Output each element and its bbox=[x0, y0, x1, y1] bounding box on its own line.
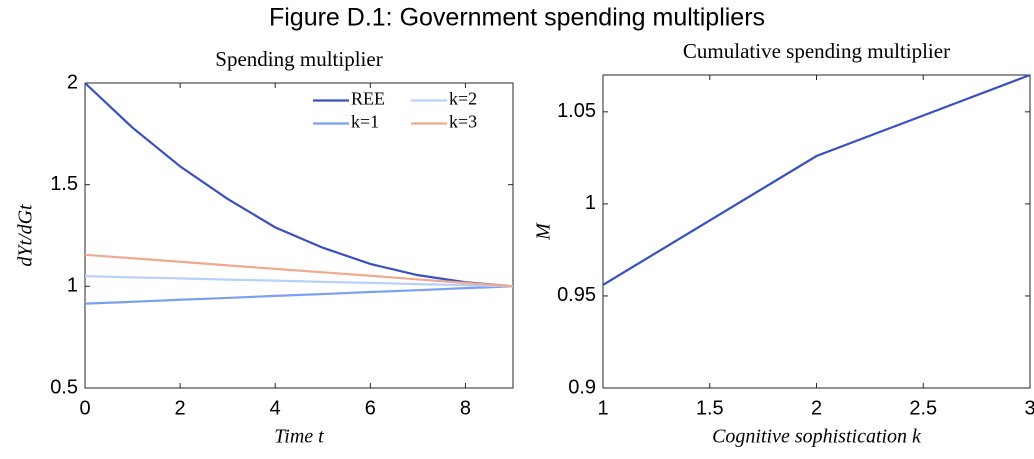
series-line bbox=[84, 275, 514, 288]
axes: Spending multiplier Time t dYt/dGt 0 2 4 6 8 0.5… bbox=[15, 47, 514, 448]
axes-title: Spending multiplier bbox=[215, 47, 382, 71]
x-axis-label: Time t bbox=[274, 426, 324, 448]
x-axis-label: Cognitive sophistication k bbox=[712, 426, 922, 448]
x-tick-label: 2.5 bbox=[909, 397, 937, 419]
y-tick-label: 0.9 bbox=[568, 376, 596, 398]
axes: Cumulative spending multiplier Cognitive … bbox=[533, 39, 1034, 448]
x-tick-label: 6 bbox=[365, 397, 376, 419]
legend-label: k=3 bbox=[449, 112, 477, 132]
x-tick-label: 2 bbox=[175, 397, 186, 419]
series-line bbox=[84, 82, 514, 288]
legend-label: k=1 bbox=[351, 112, 379, 132]
x-tick-label: 8 bbox=[460, 397, 471, 419]
y-tick-label: 1 bbox=[585, 192, 596, 214]
series-line bbox=[602, 73, 1031, 286]
y-axis-label: dYt/dGt bbox=[15, 204, 37, 267]
x-tick-label: 0 bbox=[79, 397, 90, 419]
y-tick-label: 1 bbox=[67, 275, 78, 297]
x-tick-label: 3 bbox=[1024, 397, 1034, 419]
axes-frame bbox=[84, 82, 514, 389]
y-tick-label: 2 bbox=[67, 71, 78, 93]
legend: REE k=1 k=2 k=3 bbox=[313, 89, 477, 132]
y-tick-label: 1.05 bbox=[557, 100, 596, 122]
series-line bbox=[84, 285, 514, 305]
figure-title: Figure D.1: Government spending multipli… bbox=[269, 4, 765, 32]
y-tick-label: 1.5 bbox=[50, 173, 78, 195]
legend-label: k=2 bbox=[449, 89, 477, 109]
y-tick-label: 0.95 bbox=[557, 284, 596, 306]
x-tick-label: 1.5 bbox=[696, 397, 724, 419]
legend-label: REE bbox=[351, 89, 385, 109]
axes-frame bbox=[602, 74, 1031, 389]
x-tick-label: 4 bbox=[270, 397, 281, 419]
y-tick-label: 0.5 bbox=[50, 376, 78, 398]
x-tick-label: 2 bbox=[811, 397, 822, 419]
series-line bbox=[84, 253, 514, 288]
y-axis-label: M bbox=[533, 222, 555, 241]
axes-title: Cumulative spending multiplier bbox=[683, 39, 950, 63]
x-tick-label: 1 bbox=[597, 397, 608, 419]
